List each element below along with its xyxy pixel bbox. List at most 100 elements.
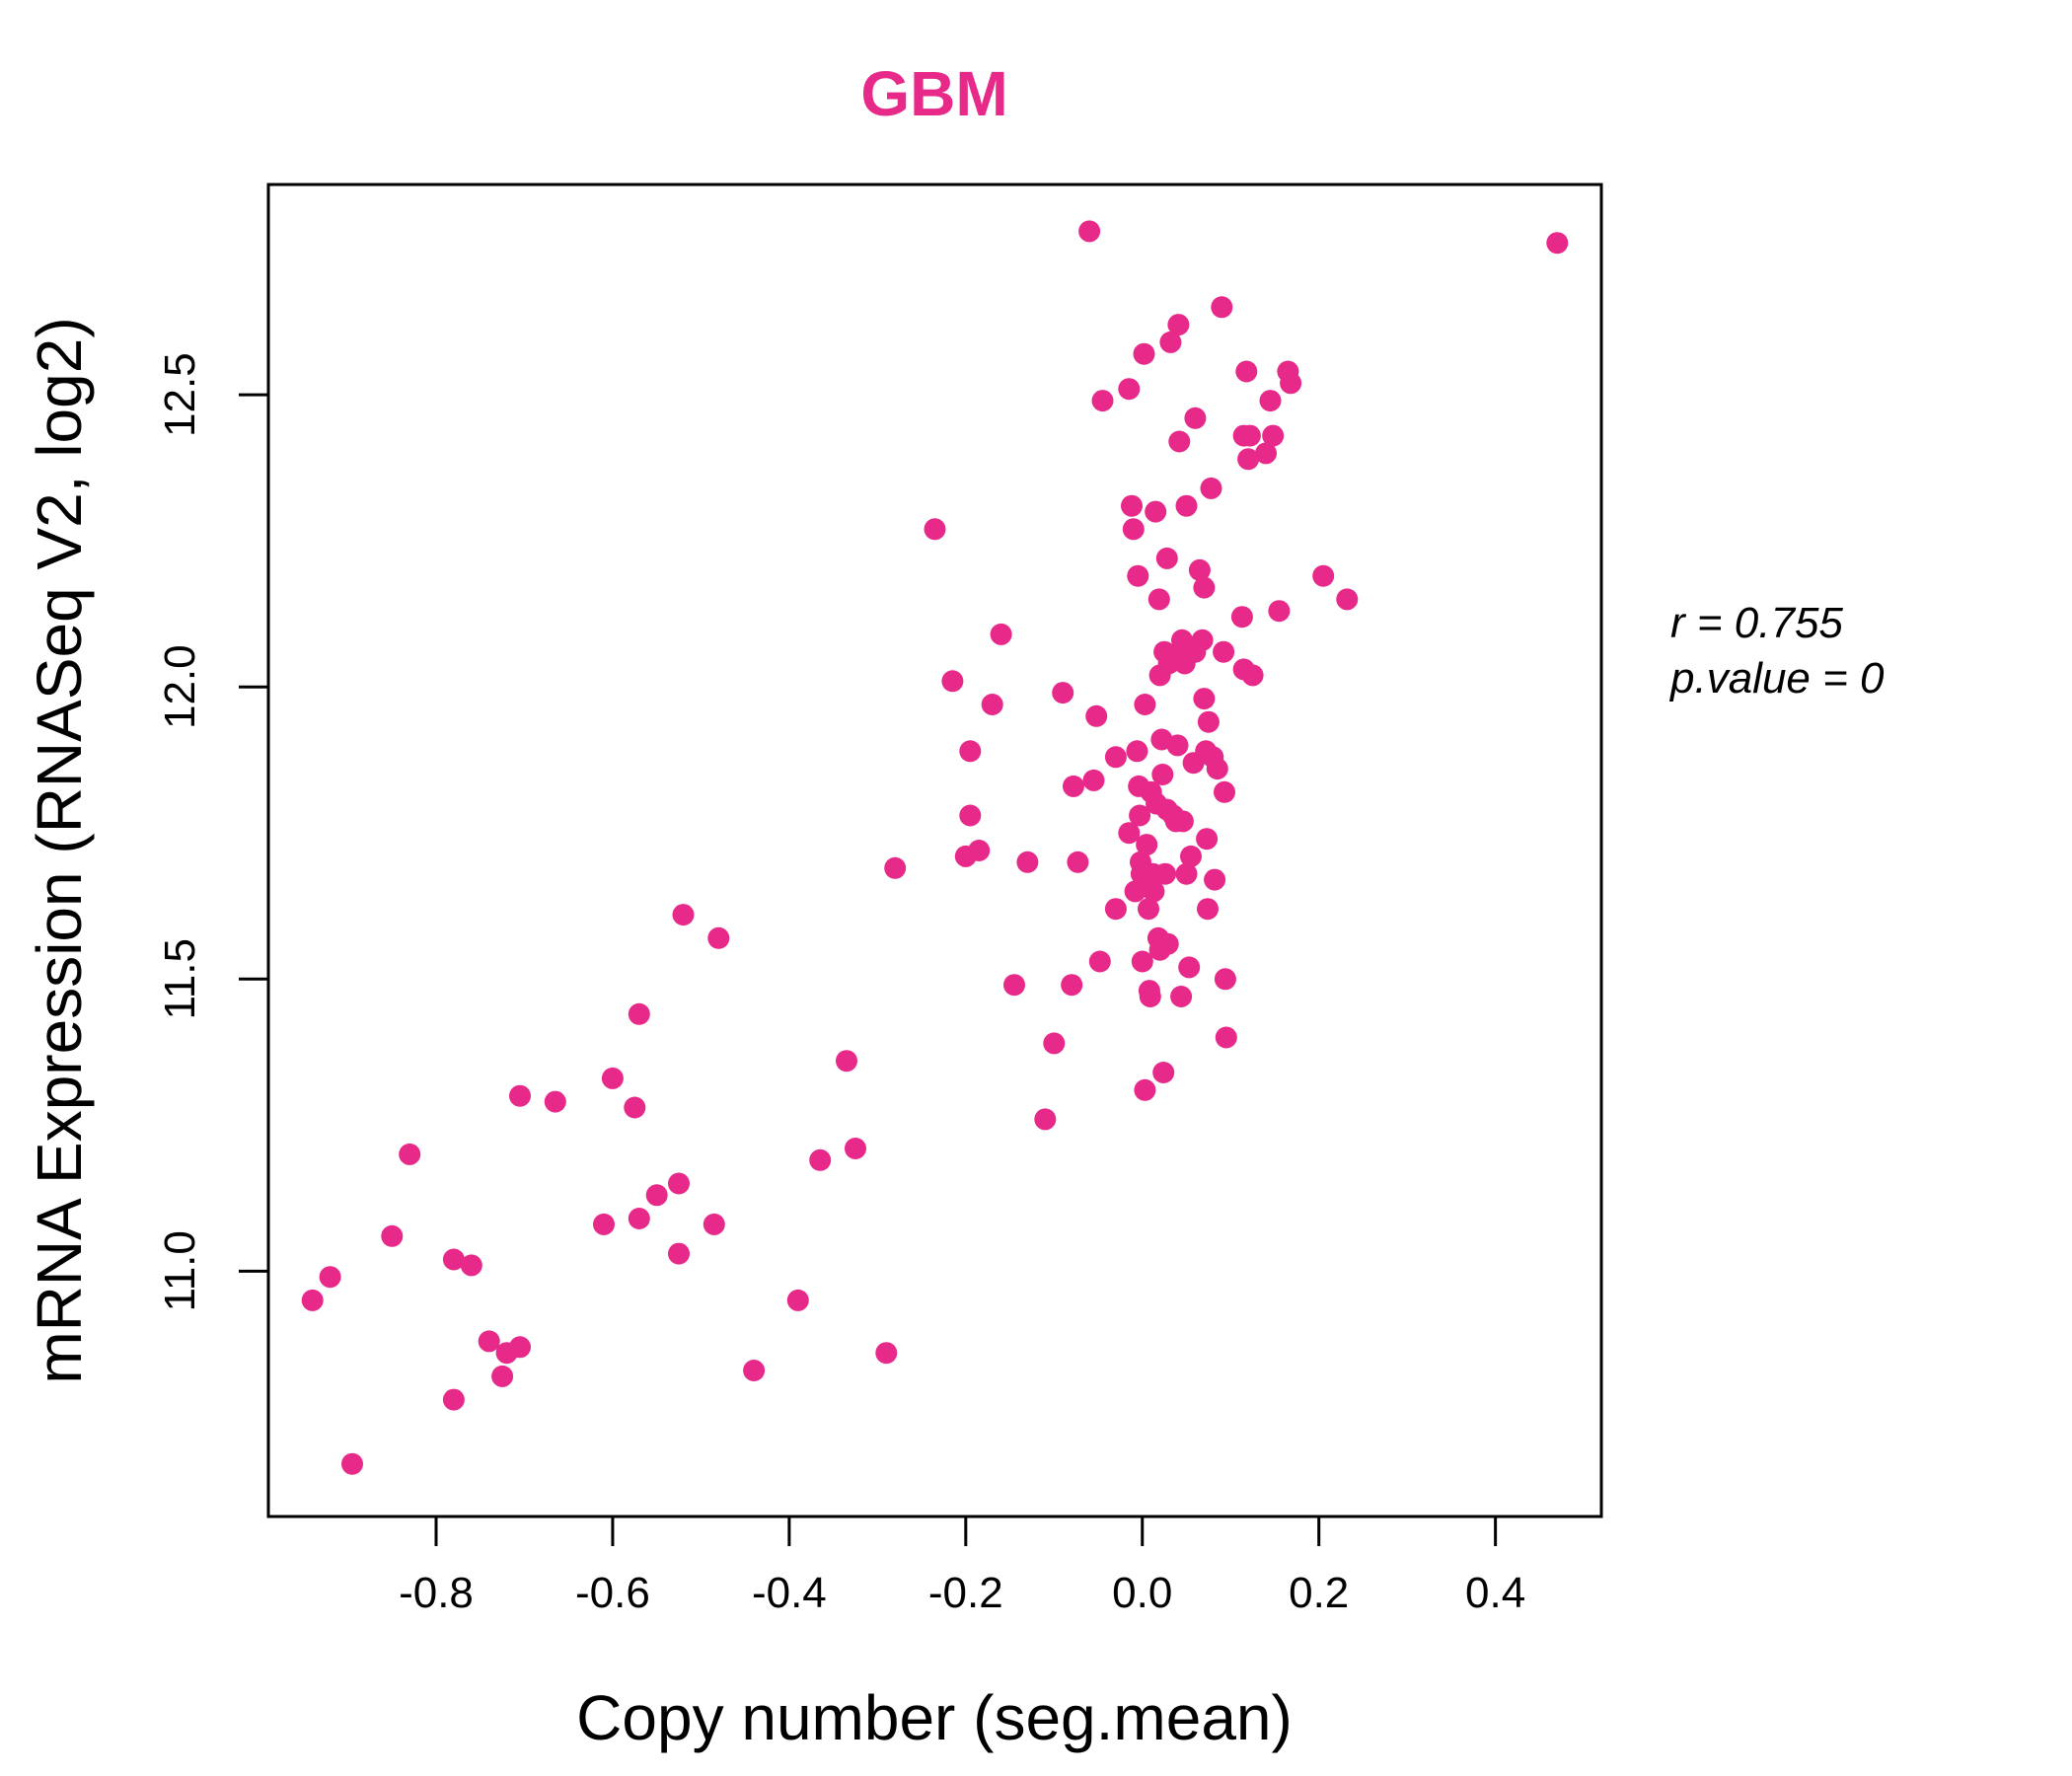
data-point (1235, 360, 1258, 383)
data-point (628, 1002, 650, 1025)
data-point (509, 1084, 531, 1107)
data-point (1171, 810, 1194, 833)
chart-title: GBM (860, 58, 1007, 129)
data-point (1104, 746, 1127, 769)
data-point (990, 623, 1012, 645)
data-point (1133, 342, 1155, 365)
x-tick-label: -0.8 (399, 1569, 474, 1617)
data-point (1145, 500, 1167, 523)
data-point (786, 1289, 809, 1311)
data-point (1067, 851, 1089, 873)
data-point (743, 1360, 766, 1381)
data-point (836, 1050, 857, 1073)
data-point (1200, 477, 1222, 499)
data-point (981, 694, 1003, 715)
data-point (381, 1224, 404, 1247)
data-point (1197, 898, 1219, 921)
data-point (319, 1266, 341, 1289)
x-tick-label: -0.6 (575, 1569, 650, 1617)
data-point (1129, 804, 1151, 827)
data-point (1138, 898, 1159, 921)
data-point (1546, 232, 1569, 255)
data-point (1175, 494, 1198, 517)
data-point (1159, 331, 1182, 353)
data-point (1255, 442, 1277, 465)
data-point (1063, 775, 1084, 797)
data-point (1134, 1078, 1156, 1101)
data-point (1237, 448, 1260, 471)
data-point (1214, 968, 1236, 991)
data-point (341, 1452, 363, 1475)
data-point (1152, 1062, 1175, 1083)
data-point (1104, 898, 1127, 921)
x-axis: -0.8 -0.6 -0.4 -0.2 0.0 0.2 0.4 (399, 1515, 1525, 1617)
data-point (1336, 588, 1359, 611)
data-point (509, 1336, 531, 1359)
data-point (845, 1138, 866, 1159)
data-point (1238, 424, 1261, 447)
data-point (1184, 407, 1207, 429)
data-point (1078, 220, 1101, 243)
data-point (1154, 862, 1176, 885)
data-point (491, 1365, 514, 1387)
data-point (941, 670, 964, 693)
data-point (1143, 880, 1165, 903)
data-point (1082, 769, 1105, 791)
data-point (593, 1213, 615, 1235)
data-point (1191, 629, 1214, 651)
y-tick-label: 11.0 (156, 1230, 204, 1311)
data-point (1178, 956, 1201, 979)
data-point (1136, 834, 1158, 856)
x-tick-label: 0.4 (1465, 1569, 1525, 1617)
data-point (1241, 664, 1264, 687)
data-point (1167, 314, 1190, 336)
data-point (1206, 758, 1228, 780)
data-point (1061, 974, 1083, 997)
data-point (1193, 688, 1216, 710)
data-point (460, 1254, 482, 1277)
data-point (1280, 372, 1302, 395)
data-point (1180, 845, 1202, 867)
data-point (1213, 640, 1235, 663)
data-point (1122, 518, 1145, 541)
y-tick-label: 11.5 (156, 938, 204, 1019)
data-point (884, 856, 907, 879)
x-axis-title: Copy number (seg.mean) (576, 1682, 1293, 1753)
data-point (1034, 1108, 1057, 1131)
data-point (1214, 780, 1235, 803)
data-points (301, 220, 1569, 1475)
data-point (1196, 828, 1219, 851)
data-point (1166, 734, 1189, 757)
correlation-r: r = 0.755 (1670, 599, 1843, 647)
data-point (601, 1067, 624, 1089)
data-point (1139, 986, 1161, 1007)
data-point (1121, 494, 1143, 517)
data-point (1127, 564, 1149, 587)
p-value: p.value = 0 (1668, 654, 1885, 703)
data-point (301, 1289, 324, 1311)
data-point (959, 804, 982, 827)
data-point (1052, 682, 1074, 704)
data-point (1230, 606, 1253, 629)
x-tick-label: -0.2 (928, 1569, 1003, 1617)
data-point (1259, 390, 1282, 412)
data-point (875, 1342, 898, 1365)
data-point (1085, 704, 1108, 727)
data-point (1197, 710, 1220, 733)
data-point (1118, 822, 1141, 845)
y-tick-label: 12.0 (156, 644, 204, 729)
data-point (1211, 296, 1233, 319)
data-point (1175, 862, 1198, 885)
x-tick-label: -0.4 (752, 1569, 827, 1617)
data-point (544, 1090, 566, 1113)
data-point (1312, 564, 1335, 587)
y-axis: 11.0 11.5 12.0 12.5 (156, 352, 270, 1312)
data-point (1151, 764, 1174, 785)
data-point (672, 904, 695, 926)
data-point (1091, 390, 1114, 412)
data-point (809, 1148, 832, 1171)
data-point (1088, 950, 1111, 973)
data-point (1118, 378, 1141, 401)
data-point (628, 1208, 650, 1229)
